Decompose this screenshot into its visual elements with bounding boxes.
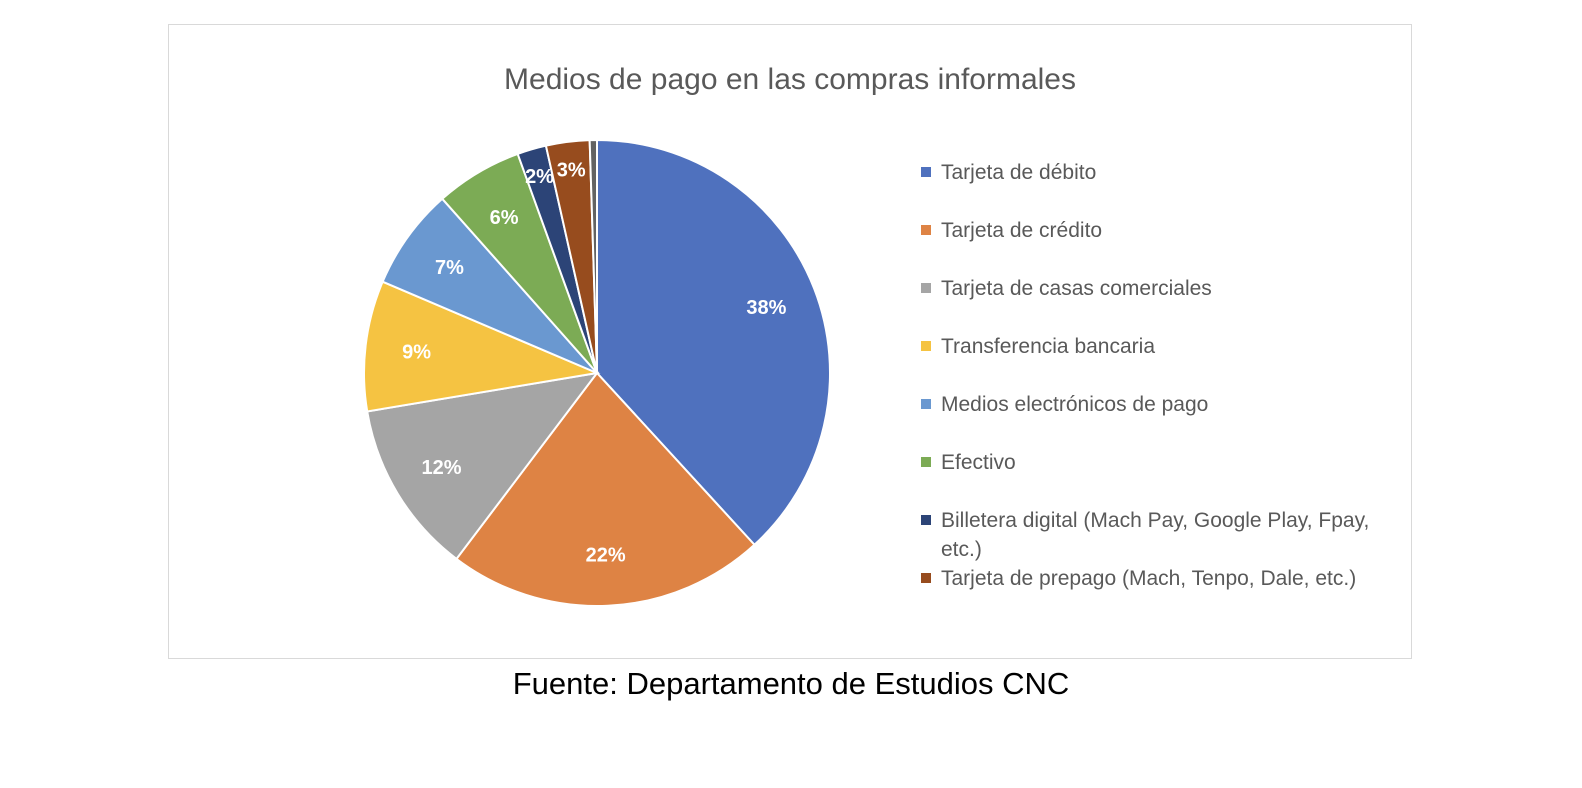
pie-slice-3 [363, 280, 601, 413]
legend-swatch-7 [921, 573, 931, 583]
legend-item-4: Medios electrónicos de pago [921, 390, 1401, 419]
legend-swatch-5 [921, 457, 931, 467]
slice-label-1: 22% [586, 545, 626, 567]
legend-label-3: Transferencia bancaria [941, 335, 1155, 358]
chart-title: Medios de pago en las compras informales [504, 63, 1076, 96]
pie-slice-1 [455, 371, 756, 607]
slice-label-4: 7% [435, 257, 464, 279]
slice-label-2: 12% [422, 457, 462, 479]
legend-label-1: Tarjeta de crédito [941, 219, 1103, 242]
legend-label-0: Tarjeta de débito [941, 161, 1097, 184]
legend-item-6: Billetera digital (Mach Pay, Google Play… [921, 506, 1401, 564]
legend-item-7: Tarjeta de prepago (Mach, Tenpo, Dale, e… [921, 564, 1401, 593]
source-note: Fuente: Departamento de Estudios CNC [512, 666, 1070, 701]
slice-label-5: 6% [490, 207, 519, 229]
legend-swatch-4 [921, 399, 931, 409]
chart-frame: Medios de pago en las compras informales… [168, 24, 1412, 659]
pie-slice-2 [366, 371, 600, 561]
slice-label-7: 3% [557, 160, 586, 182]
legend-item-5: Efectivo [921, 448, 1401, 477]
legend-swatch-3 [921, 341, 931, 351]
legend-swatch-6 [921, 515, 931, 525]
legend-label-5: Efectivo [941, 451, 1016, 474]
legend-label-7: Tarjeta de prepago (Mach, Tenpo, Dale, e… [941, 567, 1357, 590]
slice-label-6: 2% [525, 166, 554, 188]
legend-item-0: Tarjeta de débito [921, 158, 1401, 187]
pie-slice-0 [596, 138, 831, 547]
pie-chart: 38% 22% 12% 9% 7% 6% 2% 3% [363, 138, 831, 607]
legend-item-2: Tarjeta de casas comerciales [921, 274, 1401, 303]
legend-swatch-1 [921, 225, 931, 235]
legend-swatch-2 [921, 283, 931, 293]
slice-label-3: 9% [402, 342, 431, 364]
legend: Tarjeta de débito Tarjeta de crédito Tarje… [921, 158, 1401, 622]
legend-item-1: Tarjeta de crédito [921, 216, 1401, 245]
pie-slice-8 [588, 138, 598, 374]
legend-label-4: Medios electrónicos de pago [941, 393, 1209, 416]
legend-label-6: Billetera digital (Mach Pay, Google Play… [941, 509, 1370, 561]
legend-swatch-0 [921, 167, 931, 177]
legend-label-2: Tarjeta de casas comerciales [941, 277, 1212, 300]
legend-item-3: Transferencia bancaria [921, 332, 1401, 361]
slice-label-0: 38% [746, 297, 786, 319]
pie-slice-4 [381, 197, 598, 374]
